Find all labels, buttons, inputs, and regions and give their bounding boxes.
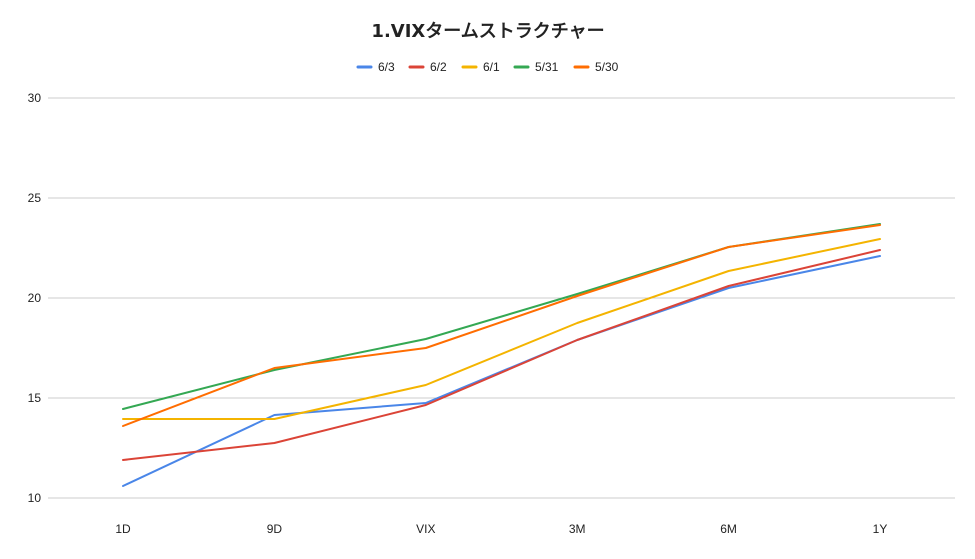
series-line-5-30 — [122, 224, 881, 427]
legend-label: 6/2 — [430, 60, 447, 74]
x-tick-label: 6M — [720, 522, 737, 536]
series-lines — [122, 223, 881, 487]
x-tick-label: 9D — [267, 522, 283, 536]
legend: 6/3 6/2 6/1 5/31 5/30 — [356, 60, 619, 74]
chart-title: 1.VIXタームストラクチャー — [371, 21, 604, 42]
y-tick-label: 15 — [28, 391, 42, 405]
legend-label: 6/1 — [483, 60, 500, 74]
series-line-6-2 — [122, 249, 881, 461]
x-tick-label: 1Y — [873, 522, 888, 536]
x-tick-label: 1D — [115, 522, 131, 536]
y-tick-label: 30 — [28, 91, 42, 105]
series-line-6-1 — [122, 238, 881, 420]
x-tick-label: VIX — [416, 522, 435, 536]
x-axis-ticks: 1D 9D VIX 3M 6M 1Y — [115, 522, 887, 536]
x-tick-label: 3M — [569, 522, 586, 536]
legend-label: 5/30 — [595, 60, 619, 74]
y-axis-ticks: 10 15 20 25 30 — [28, 91, 42, 505]
y-tick-label: 10 — [28, 491, 42, 505]
series-line-6-3 — [122, 255, 881, 487]
legend-label: 5/31 — [535, 60, 559, 74]
series-line-5-31 — [122, 223, 881, 410]
legend-label: 6/3 — [378, 60, 395, 74]
y-tick-label: 25 — [28, 191, 42, 205]
y-tick-label: 20 — [28, 291, 42, 305]
gridlines — [48, 97, 955, 499]
